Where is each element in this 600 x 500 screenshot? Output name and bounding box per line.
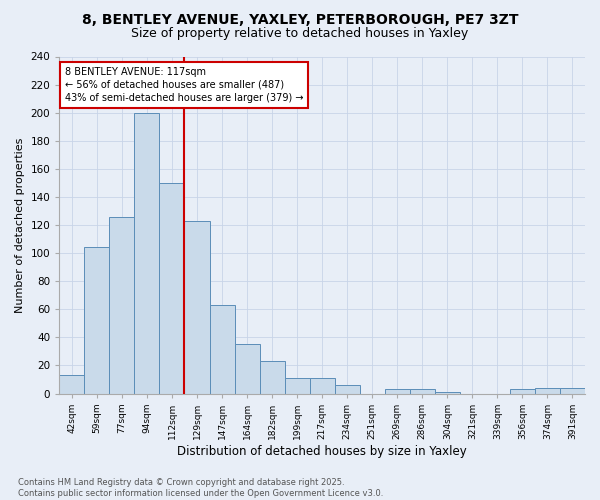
- Bar: [85, 248, 109, 394]
- Bar: [535, 388, 560, 394]
- Bar: [284, 378, 310, 394]
- Bar: [335, 385, 360, 394]
- Bar: [134, 112, 160, 394]
- Bar: [260, 361, 284, 394]
- Text: Size of property relative to detached houses in Yaxley: Size of property relative to detached ho…: [131, 28, 469, 40]
- Text: 8, BENTLEY AVENUE, YAXLEY, PETERBOROUGH, PE7 3ZT: 8, BENTLEY AVENUE, YAXLEY, PETERBOROUGH,…: [82, 12, 518, 26]
- Bar: [235, 344, 260, 394]
- Bar: [59, 376, 85, 394]
- Y-axis label: Number of detached properties: Number of detached properties: [15, 138, 25, 312]
- Bar: [109, 216, 134, 394]
- Text: Contains HM Land Registry data © Crown copyright and database right 2025.
Contai: Contains HM Land Registry data © Crown c…: [18, 478, 383, 498]
- Bar: [410, 390, 435, 394]
- Bar: [435, 392, 460, 394]
- X-axis label: Distribution of detached houses by size in Yaxley: Distribution of detached houses by size …: [177, 444, 467, 458]
- Bar: [510, 390, 535, 394]
- Bar: [184, 221, 209, 394]
- Bar: [560, 388, 585, 394]
- Bar: [385, 390, 410, 394]
- Bar: [209, 305, 235, 394]
- Bar: [310, 378, 335, 394]
- Text: 8 BENTLEY AVENUE: 117sqm
← 56% of detached houses are smaller (487)
43% of semi-: 8 BENTLEY AVENUE: 117sqm ← 56% of detach…: [65, 66, 303, 103]
- Bar: [160, 183, 184, 394]
